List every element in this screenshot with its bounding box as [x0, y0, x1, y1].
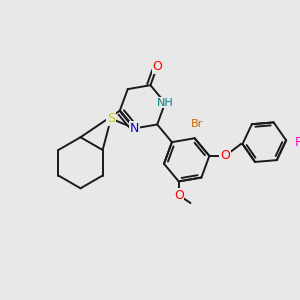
- Text: O: O: [220, 149, 230, 162]
- Text: NH: NH: [157, 98, 173, 108]
- Text: Br: Br: [190, 119, 203, 130]
- Text: S: S: [107, 112, 115, 125]
- Text: N: N: [130, 122, 139, 135]
- Text: F: F: [294, 136, 300, 149]
- Text: O: O: [174, 189, 184, 202]
- Text: O: O: [152, 60, 162, 73]
